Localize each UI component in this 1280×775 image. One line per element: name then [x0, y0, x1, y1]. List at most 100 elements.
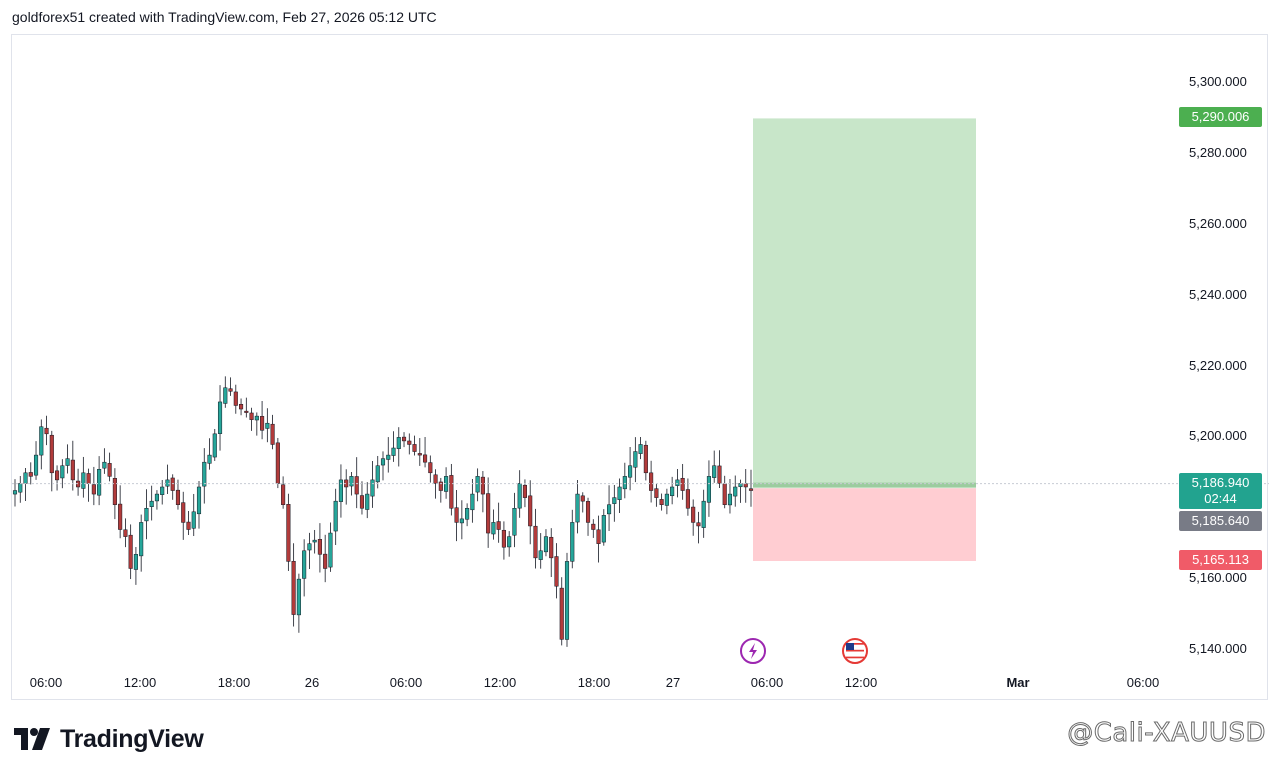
candle-body	[33, 454, 39, 476]
candle-body	[139, 522, 144, 557]
candle-body	[291, 560, 296, 615]
candle-body	[465, 508, 470, 520]
stop-price-label: 5,165.113	[1179, 550, 1262, 570]
candle-body	[202, 461, 207, 487]
candle-body	[501, 529, 506, 548]
candle-body	[296, 578, 301, 616]
candle-body	[628, 465, 633, 478]
candle-body	[165, 479, 170, 487]
candle-body	[407, 440, 412, 445]
x-tick-label: 12:00	[483, 675, 517, 690]
candle-body	[396, 437, 401, 449]
candle-body	[543, 536, 549, 553]
candle-body	[91, 484, 96, 495]
candle-body	[449, 475, 454, 509]
target-zone[interactable]	[753, 118, 976, 489]
candle-body	[160, 486, 165, 495]
candle-body	[112, 478, 117, 505]
candle-body	[281, 484, 286, 505]
y-tick-label: 5,300.000	[1189, 74, 1247, 89]
candle-body	[622, 476, 627, 490]
candle-body	[507, 536, 512, 548]
candle-body	[701, 500, 706, 528]
candle-body	[654, 488, 659, 498]
candle-body	[228, 388, 233, 392]
candle-body	[365, 493, 370, 510]
candle-body	[97, 469, 102, 496]
candle-body	[433, 474, 438, 484]
candle-body	[633, 451, 638, 468]
candle-body	[580, 495, 585, 502]
position-zones	[753, 118, 976, 562]
candle-body	[375, 465, 380, 483]
candle-body	[675, 479, 680, 486]
candle-body	[649, 472, 654, 491]
candle-body	[475, 476, 480, 493]
candle-body	[207, 454, 212, 464]
author-watermark: @Cali-XAUUSD	[1067, 718, 1266, 749]
candle-body	[149, 500, 154, 507]
candle-body	[380, 458, 386, 466]
candle-body	[585, 501, 591, 523]
candle-body	[691, 506, 696, 523]
candle-body	[517, 483, 522, 509]
candle-body	[328, 532, 333, 568]
candle-body	[133, 554, 138, 570]
candle-body	[307, 543, 312, 551]
candle-body	[370, 479, 375, 497]
tradingview-logo[interactable]: TradingView	[14, 724, 204, 754]
us-flag-icon[interactable]	[842, 638, 868, 664]
candle-body	[302, 550, 307, 579]
candle-body	[23, 472, 28, 484]
x-tick-label: 27	[665, 675, 681, 690]
candle-body	[260, 416, 265, 431]
candle-body	[123, 529, 128, 537]
candle-body	[417, 453, 422, 456]
candle-body	[323, 553, 328, 569]
bar-countdown: 02:44	[1204, 490, 1237, 506]
price-chart[interactable]	[12, 35, 1269, 701]
candle-body	[223, 387, 228, 404]
candle-body	[12, 490, 18, 495]
candle-body	[244, 410, 249, 413]
entry-price-label: 5,185.640	[1179, 510, 1262, 531]
candle-body	[128, 534, 133, 569]
candle-body	[696, 522, 701, 527]
candle-body	[102, 461, 107, 469]
candle-body	[55, 470, 60, 481]
candle-body	[333, 500, 338, 532]
lightning-icon[interactable]	[740, 638, 766, 664]
y-tick-label: 5,160.000	[1189, 570, 1247, 586]
x-tick-label: 06:00	[389, 675, 423, 690]
candle-body	[317, 539, 322, 555]
candle-body	[70, 459, 75, 481]
stop-zone[interactable]	[753, 488, 976, 562]
candle-body	[412, 444, 417, 452]
candle-body	[239, 403, 244, 410]
candle-body	[727, 493, 733, 506]
x-tick-label: 06:00	[1126, 675, 1160, 690]
y-tick-label: 5,280.000	[1189, 144, 1247, 160]
candle-body	[60, 465, 65, 479]
target-price-label: 5,290.006	[1179, 107, 1262, 128]
candle-body	[549, 536, 554, 559]
y-tick-label: 5,200.000	[1189, 428, 1247, 444]
candle-body	[170, 477, 175, 491]
candle-body	[18, 483, 23, 493]
candle-body	[107, 463, 112, 477]
candle-body	[528, 495, 533, 527]
candle-body	[712, 465, 717, 478]
candle-body	[706, 476, 711, 503]
candle-body	[391, 447, 396, 456]
candle-body	[522, 484, 527, 498]
chart-frame[interactable]	[11, 34, 1269, 701]
candle-body	[591, 523, 596, 530]
candle-body	[428, 462, 433, 474]
candle-body	[570, 522, 575, 562]
x-tick-label: 06:00	[750, 675, 784, 690]
candle-body	[86, 473, 91, 484]
y-tick-label: 5,140.000	[1189, 641, 1247, 656]
candle-body	[670, 486, 675, 497]
candle-body	[533, 525, 538, 559]
event-markers	[740, 638, 868, 664]
